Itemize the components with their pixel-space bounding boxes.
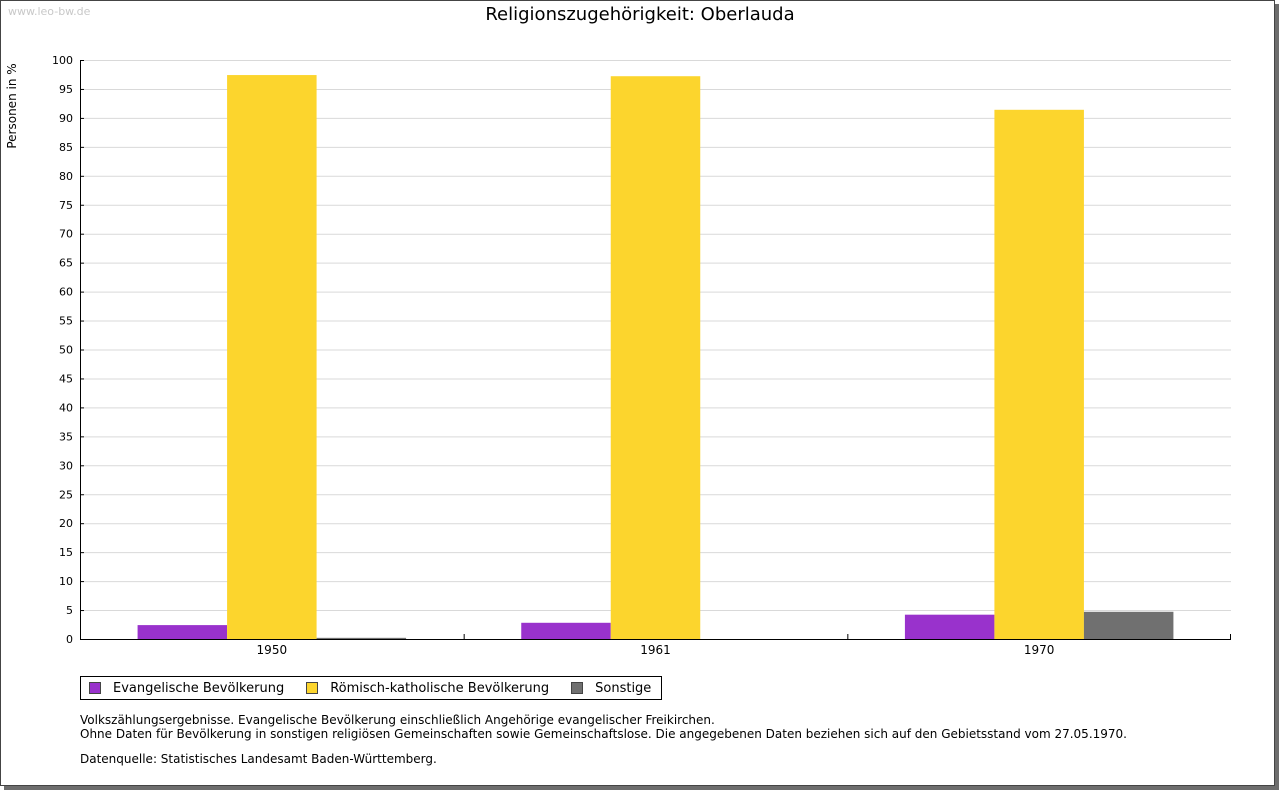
legend-swatch-evangelisch [89, 682, 101, 694]
legend: Evangelische Bevölkerung Römisch-katholi… [80, 676, 663, 700]
y-tick-label: 20 [59, 517, 73, 530]
y-tick-label: 85 [59, 141, 73, 154]
chart-title: Religionszugehörigkeit: Oberlauda [485, 4, 795, 25]
y-tick-label: 80 [59, 170, 73, 183]
y-tick-label: 40 [59, 401, 73, 414]
data-source: Datenquelle: Statistisches Landesamt Bad… [80, 752, 437, 766]
legend-label-sonstige: Sonstige [595, 680, 652, 696]
legend-item-katholisch: Römisch-katholische Bevölkerung [306, 681, 549, 696]
bar-r-misch-katholische-bev-lkerung-1950 [227, 75, 317, 639]
y-tick-label: 65 [59, 257, 73, 270]
y-axis-label: Personen in % [5, 63, 19, 148]
y-tick-label: 55 [59, 315, 73, 328]
y-tick-label: 60 [59, 286, 73, 299]
bar-r-misch-katholische-bev-lkerung-1961 [610, 76, 701, 640]
y-tick-label: 0 [66, 633, 73, 646]
y-tick-label: 30 [59, 459, 73, 472]
bar-sonstige-1970 [1083, 611, 1174, 639]
y-tick-label: 50 [59, 344, 73, 357]
note-line-2: Ohne Daten für Bevölkerung in sonstigen … [80, 727, 1127, 741]
legend-swatch-sonstige [571, 682, 584, 694]
y-tick-label: 95 [59, 83, 73, 96]
legend-item-evangelisch: Evangelische Bevölkerung [89, 681, 284, 696]
y-tick-label: 10 [59, 575, 73, 588]
legend-label-evangelisch: Evangelische Bevölkerung [113, 680, 285, 696]
watermark: www.leo-bw.de [8, 5, 91, 18]
y-tick-label: 100 [52, 54, 73, 67]
x-tick-label: 1961 [640, 643, 671, 657]
y-tick-label: 70 [59, 228, 73, 241]
note-line-1: Volkszählungsergebnisse. Evangelische Be… [80, 713, 715, 727]
bar-evangelische-bev-lkerung-1961 [521, 622, 611, 639]
y-tick-label: 45 [59, 372, 73, 385]
y-tick-label: 5 [66, 604, 73, 617]
y-tick-label: 75 [59, 199, 73, 212]
y-tick-label: 15 [59, 546, 73, 559]
bar-sonstige-1950 [316, 637, 407, 639]
legend-swatch-katholisch [306, 682, 319, 694]
chart-notes: Volkszählungsergebnisse. Evangelische Be… [80, 713, 1127, 741]
x-tick-label: 1950 [257, 643, 288, 657]
bar-evangelische-bev-lkerung-1970 [904, 614, 995, 639]
bar-evangelische-bev-lkerung-1950 [137, 625, 228, 639]
y-tick-label: 90 [59, 112, 73, 125]
legend-item-sonstige: Sonstige [571, 681, 651, 696]
y-tick-label: 35 [59, 430, 73, 443]
y-tick-label: 25 [59, 488, 73, 501]
bar-r-misch-katholische-bev-lkerung-1970 [994, 109, 1084, 639]
x-tick-label: 1970 [1024, 643, 1055, 657]
legend-label-katholisch: Römisch-katholische Bevölkerung [330, 680, 550, 696]
